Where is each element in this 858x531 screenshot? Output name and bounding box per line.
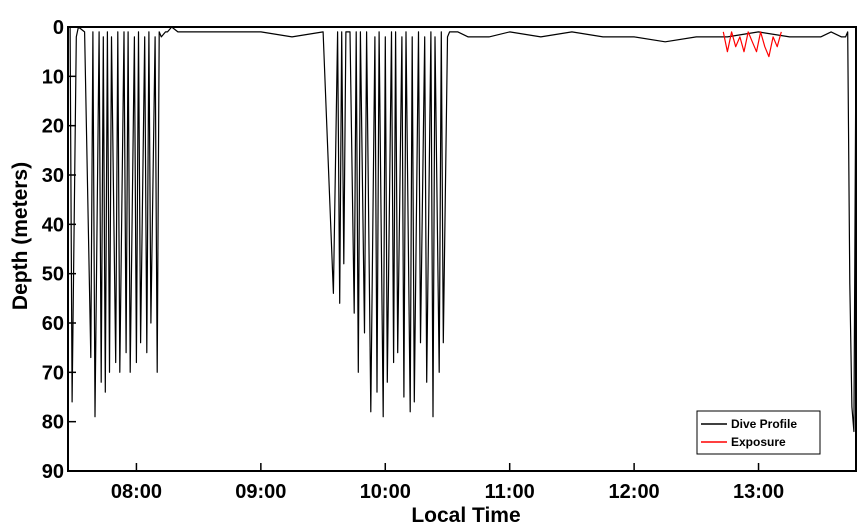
y-tick-label: 60 bbox=[42, 313, 64, 335]
plot-frame bbox=[67, 26, 857, 472]
tick-layer: 0 10 20 30 40 50 60 70 80 90 08:00 09:00 10:00 11:00 1… bbox=[42, 17, 784, 503]
x-tick-label: 09:00 bbox=[235, 481, 286, 503]
y-tick-label: 80 bbox=[42, 412, 64, 434]
x-tick-label: 08:00 bbox=[111, 481, 162, 503]
y-axis-label: Depth (meters) bbox=[9, 162, 32, 310]
y-tick-label: 40 bbox=[42, 214, 64, 236]
x-tick-label: 12:00 bbox=[609, 481, 660, 503]
y-tick-label: 70 bbox=[42, 362, 64, 384]
x-tick-label: 10:00 bbox=[360, 481, 411, 503]
x-axis-label: Local Time bbox=[411, 504, 520, 527]
y-tick-label: 10 bbox=[42, 66, 64, 88]
x-tick-label: 13:00 bbox=[733, 481, 784, 503]
legend-box bbox=[696, 410, 821, 455]
y-tick-label: 30 bbox=[42, 165, 64, 187]
series-line-dive-profile bbox=[69, 26, 857, 433]
y-tick-label: 50 bbox=[42, 264, 64, 286]
legend-entry-exposure: Exposure bbox=[731, 435, 786, 449]
y-tick-label: 20 bbox=[42, 116, 64, 138]
series-layer bbox=[69, 26, 857, 433]
legend: Dive Profile Exposure bbox=[696, 410, 821, 455]
series-line-exposure bbox=[722, 31, 782, 58]
y-tick-label: 90 bbox=[42, 461, 64, 483]
x-tick-label: 11:00 bbox=[485, 481, 535, 503]
legend-entry-dive-profile: Dive Profile bbox=[731, 417, 797, 431]
y-tick-label: 0 bbox=[53, 17, 64, 39]
